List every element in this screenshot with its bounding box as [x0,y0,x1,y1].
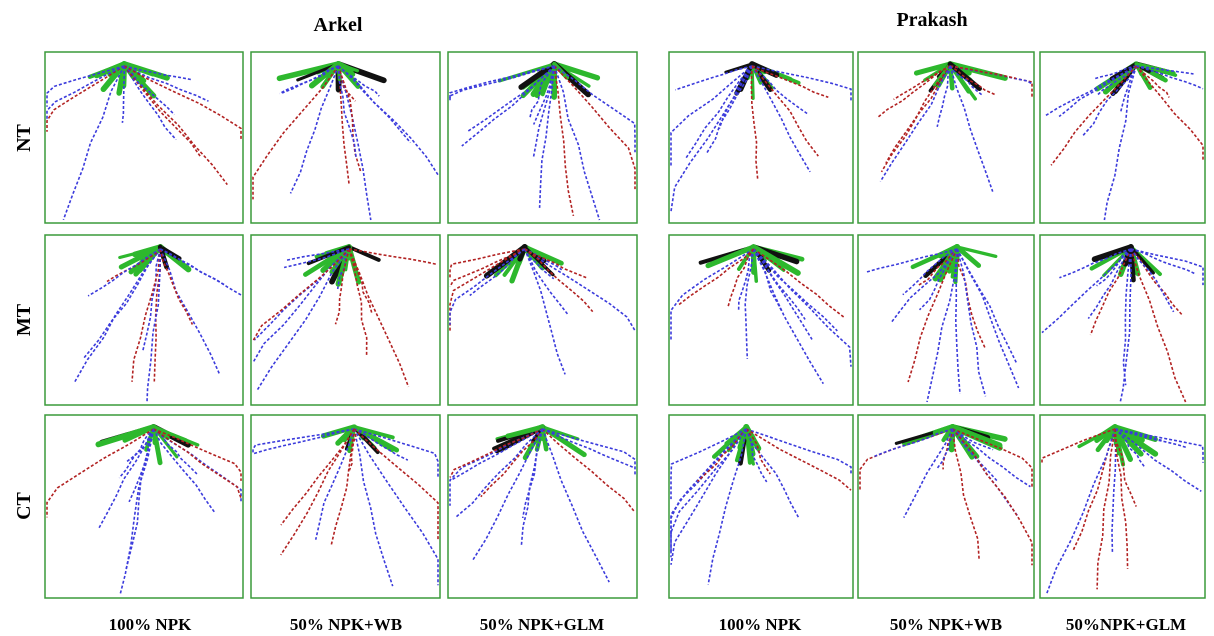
root-panel [1040,415,1205,598]
root-panel [858,52,1034,223]
column-label: 100% NPK [109,615,192,634]
root-panel [669,52,853,223]
root-panel [45,235,243,405]
row-label: MT [13,303,35,336]
root-panel [448,52,637,223]
root-panel [251,52,440,223]
root-panel [669,415,853,598]
root-panel [251,235,440,405]
column-label: 50%NPK+GLM [1066,615,1186,634]
column-label: 100% NPK [719,615,802,634]
column-label: 50% NPK+WB [290,615,402,634]
root-panel [251,415,440,598]
figure: Arkel Prakash NT MT CT 100% NPK 50% NPK+… [0,0,1214,636]
column-label: 50% NPK+WB [890,615,1002,634]
panels [45,52,1205,598]
row-label: NT [13,123,35,151]
panel-frame [858,415,1034,598]
column-label: 50% NPK+GLM [480,615,604,634]
root-panel [448,415,637,598]
root-panel [858,415,1034,598]
root-panel [1040,52,1205,223]
group-title: Arkel [314,14,363,36]
root-panel [45,415,243,598]
row-label: CT [13,491,35,519]
root-panel [1040,235,1205,405]
root-panel [45,52,243,223]
root-panel [669,235,853,405]
group-title: Prakash [896,9,967,31]
root-panel [448,235,637,405]
panel-frame [45,415,243,598]
root-panel [858,235,1034,405]
panel-frame [448,415,637,598]
